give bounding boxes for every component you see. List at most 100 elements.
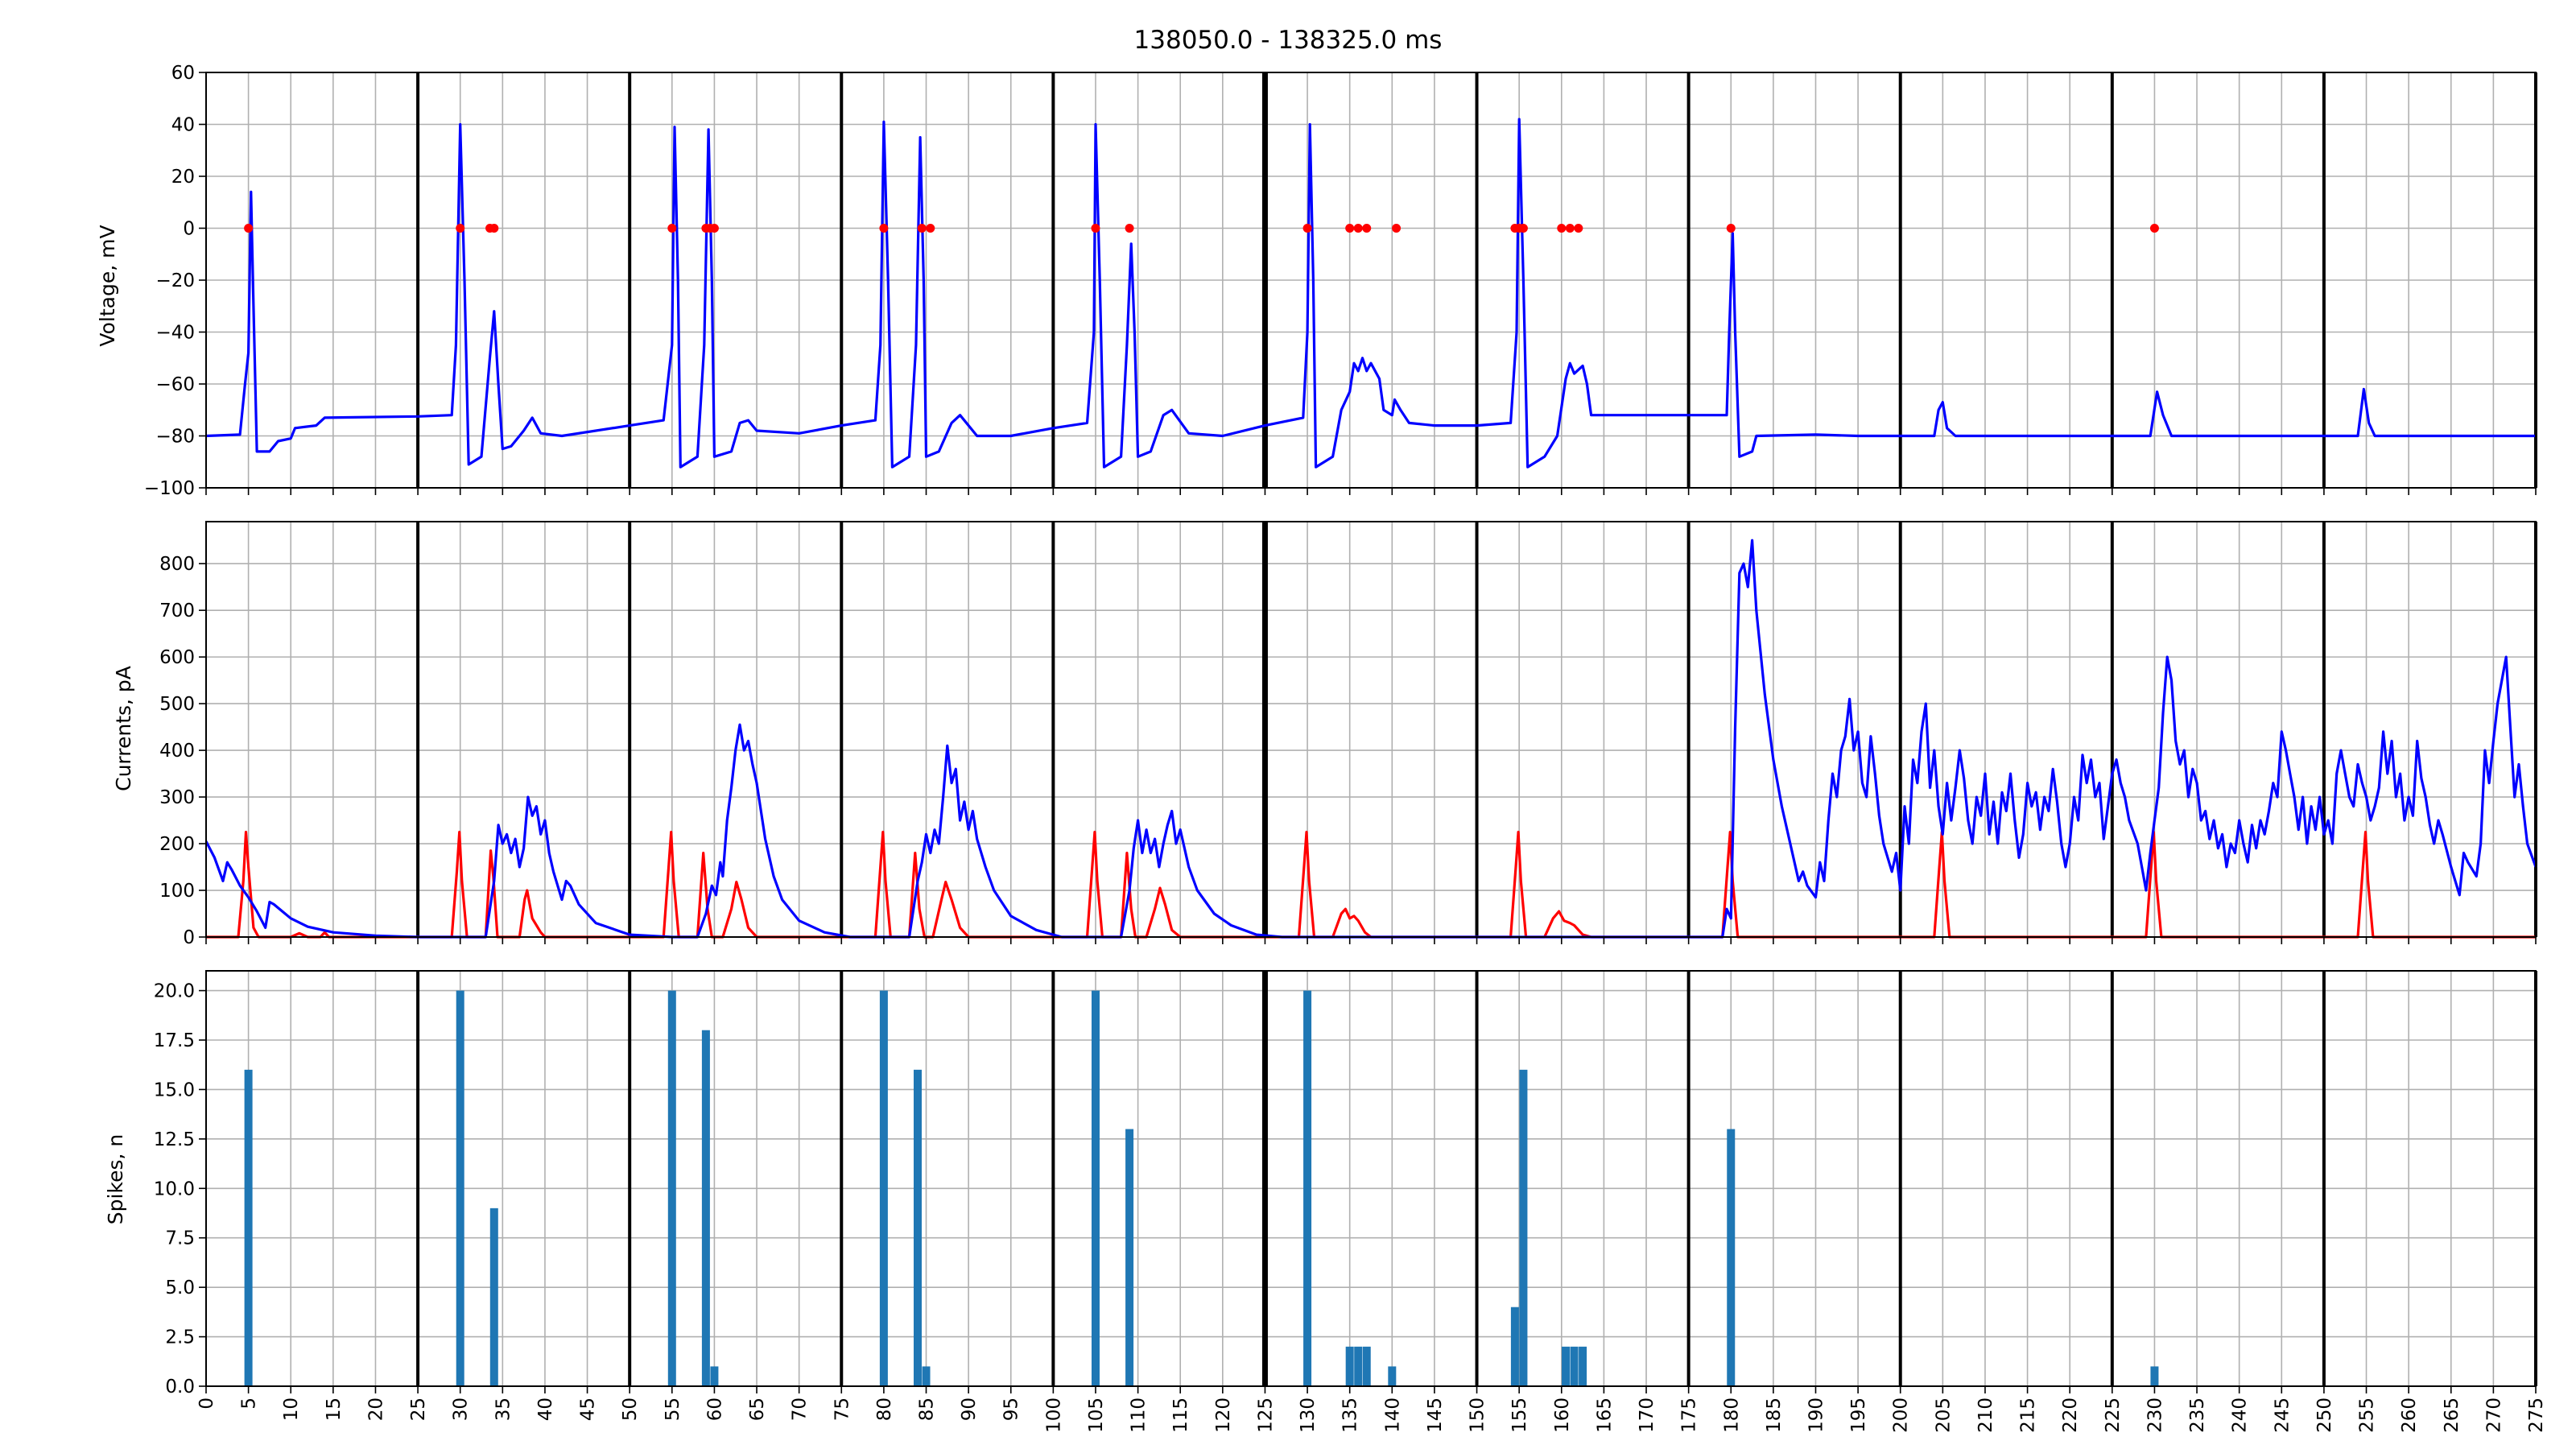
voltage-y-axis-label: Voltage, mV (96, 225, 119, 346)
spike-count-bar (1579, 1346, 1587, 1386)
x-tick-label: 45 (578, 1397, 599, 1421)
x-tick-label: 30 (451, 1397, 472, 1421)
spikes-y-axis-label: Spikes, n (104, 1134, 127, 1224)
spikes-y-ticks: 0.0 2.5 5.0 7.5 10.0 12.5 15.0 17.5 20.0 (154, 981, 206, 1397)
spike-count-bar (1362, 1346, 1371, 1386)
spike-count-bar (1345, 1346, 1354, 1386)
x-tick-label: 0 (196, 1397, 217, 1410)
voltage-trace (205, 118, 2536, 469)
x-tick-label: 185 (1764, 1397, 1785, 1433)
x-tick-label: 165 (1594, 1397, 1615, 1433)
x-tick-label: 205 (1933, 1397, 1954, 1433)
voltage-x-ticks (205, 488, 2537, 495)
spike-count-bar (1562, 1346, 1571, 1386)
y-tick-label: 60 (171, 63, 195, 84)
currents-y-ticks: 0 100 200 300 400 500 600 700 800 (159, 554, 206, 948)
y-tick-label: 500 (159, 694, 195, 715)
voltage-period-boundaries (416, 72, 2537, 488)
x-tick-label: 220 (2060, 1397, 2081, 1433)
currents-x-ticks (205, 937, 2537, 944)
currents-panel: 0 100 200 300 400 500 600 700 800 Currents, pA (112, 521, 2537, 948)
y-tick-label: 0.0 (165, 1377, 195, 1397)
spike-marker (1125, 224, 1134, 233)
x-tick-label: 250 (2314, 1397, 2335, 1433)
x-tick-label: 40 (535, 1397, 556, 1421)
y-tick-label: 800 (159, 554, 195, 575)
x-tick-label: 65 (747, 1397, 768, 1421)
x-tick-label: 25 (408, 1397, 429, 1421)
spike-count-bar (1125, 1129, 1134, 1386)
y-tick-label: 20.0 (154, 981, 195, 1002)
x-tick-label: 145 (1425, 1397, 1446, 1433)
y-tick-label: 15.0 (154, 1080, 195, 1100)
x-tick-label: 210 (1975, 1397, 1996, 1433)
x-tick-label: 5 (239, 1397, 260, 1410)
x-tick-label: 170 (1637, 1397, 1657, 1433)
y-tick-label: 7.5 (165, 1228, 195, 1249)
spike-count-bar (1727, 1129, 1736, 1386)
y-tick-label: 0 (183, 927, 195, 948)
spikes-panel: 0.0 2.5 5.0 7.5 10.0 12.5 15.0 17.5 20.0 0 5 10 15 2… (104, 970, 2547, 1433)
spike-marker (709, 224, 719, 233)
spikes-x-ticks: 0 5 10 15 20 25 30 35 40 45 50 55 60 65 70 75 80 85 90 95 10… (196, 1386, 2547, 1433)
spike-marker (489, 224, 499, 233)
x-tick-label: 85 (917, 1397, 938, 1421)
spike-count-bar (701, 1030, 710, 1386)
spike-marker (1302, 224, 1312, 233)
spike-count-bar (1354, 1346, 1363, 1386)
x-tick-label: 225 (2103, 1397, 2124, 1433)
x-tick-label: 155 (1509, 1397, 1530, 1433)
spike-marker (1518, 224, 1528, 233)
x-tick-label: 130 (1298, 1397, 1319, 1433)
currents-plot-area (204, 539, 2537, 939)
x-tick-label: 105 (1086, 1397, 1107, 1433)
voltage-plot-area (205, 118, 2536, 469)
x-tick-label: 200 (1891, 1397, 1912, 1433)
x-tick-label: 120 (1213, 1397, 1234, 1433)
x-tick-label: 195 (1848, 1397, 1869, 1433)
spike-marker (2149, 224, 2159, 233)
y-tick-label: −100 (144, 478, 195, 499)
currents-y-axis-label: Currents, pA (112, 666, 135, 791)
x-tick-label: 75 (832, 1397, 852, 1421)
y-tick-label: 12.5 (154, 1129, 195, 1150)
x-tick-label: 135 (1340, 1397, 1361, 1433)
x-tick-label: 125 (1255, 1397, 1276, 1433)
spike-count-bar (1091, 990, 1100, 1386)
spike-marker (879, 224, 889, 233)
spike-marker (1345, 224, 1355, 233)
spike-count-bar (913, 1069, 922, 1386)
y-tick-label: 0 (183, 219, 195, 240)
figure-title: 138050.0 - 138325.0 ms (1134, 26, 1443, 55)
current-trace-blue (204, 539, 2537, 939)
spike-marker (1726, 224, 1736, 233)
y-tick-label: 200 (159, 834, 195, 855)
spike-count-bar (489, 1208, 498, 1386)
spike-marker (917, 224, 927, 233)
spikes-frame (205, 970, 2537, 1387)
x-tick-label: 70 (790, 1397, 811, 1421)
spike-marker (667, 224, 677, 233)
x-tick-label: 50 (620, 1397, 641, 1421)
spike-count-bar (1570, 1346, 1579, 1386)
x-tick-label: 15 (324, 1397, 345, 1421)
spike-marker (456, 224, 465, 233)
x-tick-label: 80 (874, 1397, 895, 1421)
spike-marker (926, 224, 935, 233)
y-tick-label: −20 (155, 270, 195, 291)
y-tick-label: 300 (159, 787, 195, 808)
spike-marker (1091, 224, 1100, 233)
x-tick-label: 180 (1721, 1397, 1742, 1433)
x-tick-label: 270 (2483, 1397, 2504, 1433)
y-tick-label: −60 (155, 374, 195, 395)
spike-count-bar (2150, 1366, 2159, 1386)
spike-marker (244, 224, 254, 233)
y-tick-label: 2.5 (165, 1327, 195, 1348)
currents-frame (205, 521, 2537, 938)
x-tick-label: 95 (1001, 1397, 1022, 1421)
x-tick-label: 175 (1679, 1397, 1700, 1433)
spike-count-bar (1388, 1366, 1397, 1386)
x-tick-label: 55 (663, 1397, 683, 1421)
spike-marker (1353, 224, 1363, 233)
x-tick-label: 10 (281, 1397, 302, 1421)
